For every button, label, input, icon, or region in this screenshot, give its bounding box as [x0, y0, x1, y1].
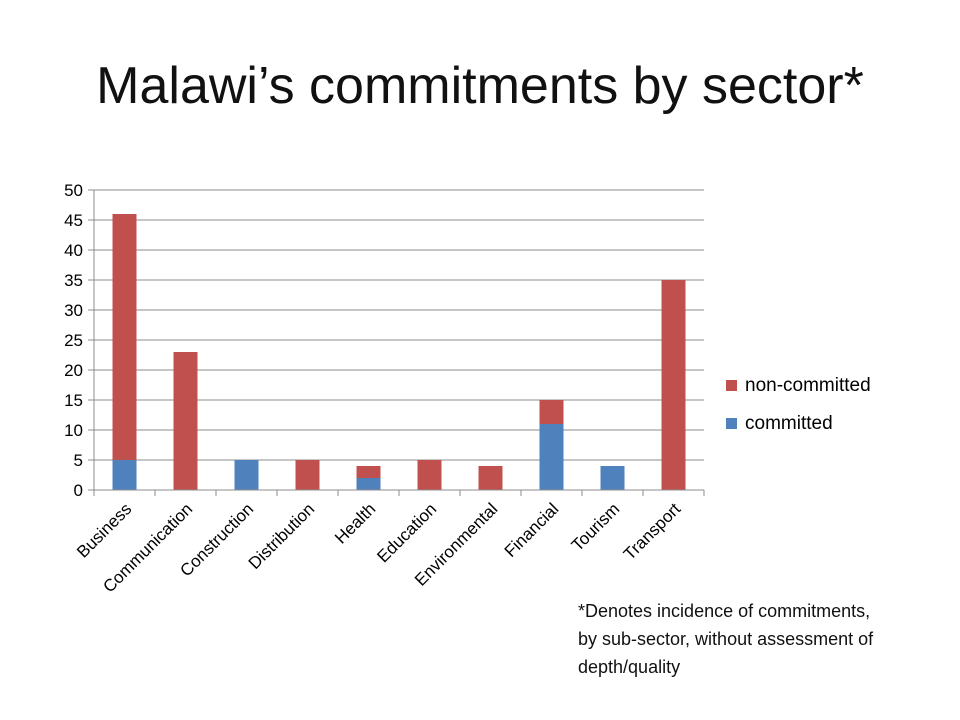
bar-non-committed-transport [661, 280, 686, 490]
x-axis-labels: BusinessCommunicationConstructionDistrib… [73, 499, 684, 596]
bar-non-committed-communication [173, 352, 198, 490]
x-tick-label-transport: Transport [620, 499, 685, 564]
legend-swatch-non-committed [726, 380, 737, 391]
y-axis-ticks: 0 5 10 15 20 25 30 35 40 45 50 [64, 181, 94, 500]
y-tick-label: 50 [64, 181, 83, 200]
y-tick-label: 25 [64, 331, 83, 350]
footnote: *Denotes incidence of commitments, by su… [578, 601, 874, 677]
bar-non-committed-distribution [295, 460, 320, 490]
bar-non-committed-business [112, 214, 137, 460]
x-tick-label-financial: Financial [501, 499, 563, 561]
bar-non-committed-education [417, 460, 442, 490]
y-tick-label: 20 [64, 361, 83, 380]
bar-non-committed-environmental [478, 466, 503, 490]
bar-committed-financial [539, 424, 564, 490]
bar-committed-business [112, 460, 137, 490]
bar-non-committed-financial [539, 400, 564, 424]
bar-committed-tourism [600, 466, 625, 490]
legend-label-non-committed: non-committed [745, 375, 871, 396]
bars [112, 214, 686, 490]
bar-committed-construction [234, 460, 259, 490]
slide-title: Malawi’s commitments by sector* [96, 57, 864, 115]
x-tick-label-distribution: Distribution [245, 499, 319, 573]
y-tick-label: 10 [64, 421, 83, 440]
y-tick-label: 30 [64, 301, 83, 320]
y-tick-label: 15 [64, 391, 83, 410]
y-tick-label: 40 [64, 241, 83, 260]
axes [93, 190, 705, 496]
legend: non-committed committed [726, 375, 871, 434]
y-tick-label: 0 [74, 481, 83, 500]
y-tick-label: 5 [74, 451, 83, 470]
bar-committed-health [356, 478, 381, 490]
legend-label-committed: committed [745, 413, 833, 434]
bar-non-committed-health [356, 466, 381, 478]
y-tick-label: 35 [64, 271, 83, 290]
x-tick-label-health: Health [331, 499, 379, 547]
x-tick-label-tourism: Tourism [568, 499, 624, 555]
y-tick-label: 45 [64, 211, 83, 230]
legend-swatch-committed [726, 418, 737, 429]
x-tick-label-business: Business [73, 499, 135, 561]
